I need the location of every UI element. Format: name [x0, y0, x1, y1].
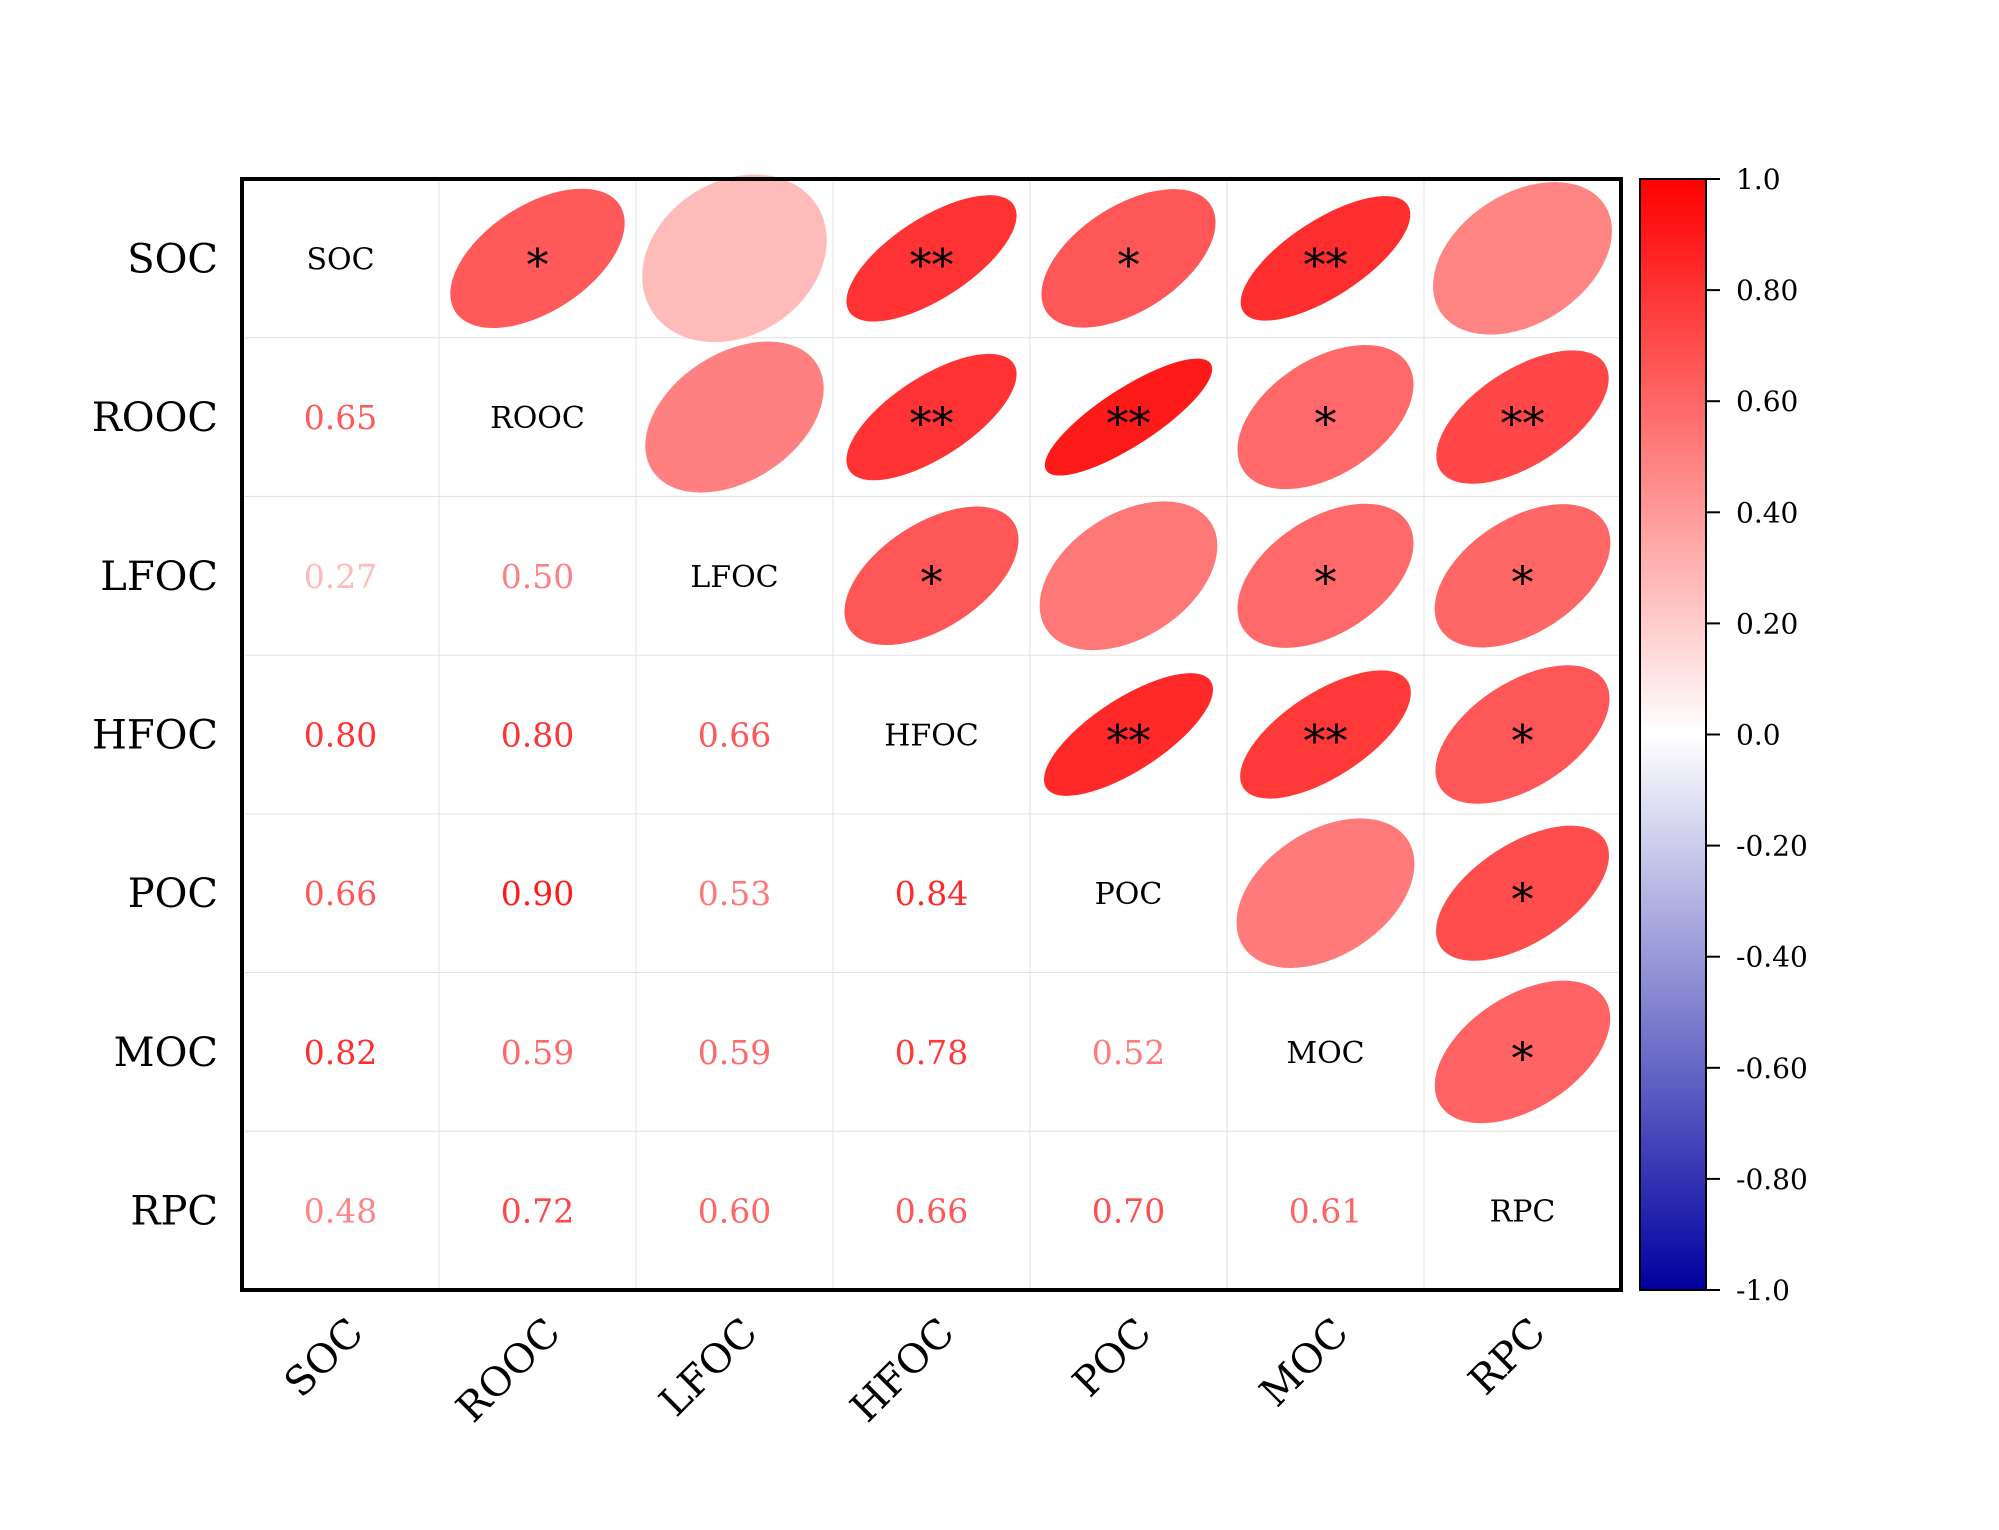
colorbar-tick-label: 0.40 [1736, 496, 1798, 529]
significance-marker: * [1118, 240, 1140, 291]
correlation-value: 0.72 [501, 1192, 574, 1231]
row-label: RPC [130, 1189, 218, 1235]
correlation-value: 0.78 [895, 1033, 968, 1072]
diagonal-label: MOC [1286, 1036, 1364, 1071]
correlation-ellipse [1237, 503, 1414, 648]
correlation-ellipse [846, 195, 1017, 322]
significance-marker: ** [1107, 399, 1151, 450]
correlation-ellipse [1240, 196, 1411, 321]
significance-marker: * [527, 240, 549, 291]
significance-marker: * [1315, 399, 1337, 450]
row-label: ROOC [92, 395, 218, 441]
diagonal-label: SOC [306, 242, 374, 277]
correlation-ellipse [844, 506, 1019, 646]
correlation-ellipse [1435, 665, 1610, 804]
colorbar-tick-label: -0.40 [1736, 941, 1808, 974]
colorbar-tick-label: 0.60 [1736, 385, 1798, 418]
colorbar-tick-label: -0.80 [1736, 1163, 1808, 1196]
correlation-value: 0.90 [501, 874, 574, 913]
significance-marker: ** [1304, 240, 1348, 291]
correlation-value: 0.27 [304, 557, 377, 596]
column-label: HFOC [842, 1310, 964, 1432]
colorbar-tick-label: 0.20 [1736, 607, 1798, 640]
row-label: HFOC [92, 713, 218, 759]
correlation-ellipse [1436, 350, 1609, 484]
diagonal-label: POC [1095, 877, 1163, 912]
colorbar [1639, 178, 1707, 1291]
column-label: POC [1064, 1310, 1160, 1406]
column-label: ROOC [448, 1310, 570, 1432]
correlation-value: 0.66 [895, 1192, 968, 1231]
correlation-value: 0.61 [1289, 1192, 1362, 1231]
significance-marker: * [1512, 1034, 1534, 1085]
correlation-ellipse [645, 341, 824, 493]
correlation-value: 0.59 [501, 1033, 574, 1072]
correlation-value: 0.65 [304, 398, 377, 437]
correlation-value: 0.80 [501, 716, 574, 755]
column-label: SOC [276, 1310, 373, 1407]
correlation-value: 0.80 [304, 716, 377, 755]
correlation-ellipse [450, 188, 625, 328]
correlation-ellipse [1236, 818, 1415, 969]
colorbar-tick-label: 1.0 [1736, 163, 1781, 196]
correlation-value: 0.70 [1092, 1192, 1165, 1231]
correlation-ellipse [1237, 345, 1414, 490]
significance-marker: * [1512, 558, 1534, 609]
significance-marker: * [1315, 558, 1337, 609]
significance-marker: ** [1107, 717, 1151, 768]
significance-marker: ** [910, 399, 954, 450]
correlation-value: 0.82 [304, 1033, 377, 1072]
colorbar-tick-label: 0.0 [1736, 719, 1781, 752]
significance-marker: * [1512, 717, 1534, 768]
row-label: SOC [127, 236, 218, 282]
correlation-ellipse [1240, 670, 1411, 799]
colorbar-tick-label: 0.80 [1736, 274, 1798, 307]
plot-frame [240, 177, 1623, 1292]
correlation-ellipse [1434, 504, 1611, 648]
column-label: MOC [1251, 1310, 1357, 1416]
diagonal-label: ROOC [490, 401, 585, 436]
correlation-value: 0.60 [698, 1192, 771, 1231]
correlation-value: 0.52 [1092, 1033, 1165, 1072]
correlation-ellipse [846, 353, 1017, 481]
significance-marker: * [1512, 875, 1534, 926]
row-label: MOC [114, 1030, 218, 1076]
colorbar-tick-label: -0.20 [1736, 830, 1808, 863]
correlation-ellipse [1434, 980, 1611, 1124]
correlation-value: 0.84 [895, 874, 968, 913]
significance-marker: ** [1304, 717, 1348, 768]
correlation-ellipse [1041, 189, 1216, 328]
row-label: LFOC [100, 554, 218, 600]
significance-marker: * [921, 558, 943, 609]
row-label: POC [128, 871, 218, 917]
correlation-value: 0.66 [698, 716, 771, 755]
correlation-value: 0.53 [698, 874, 771, 913]
correlation-value: 0.66 [304, 874, 377, 913]
correlation-ellipse [1039, 501, 1218, 651]
correlation-value: 0.59 [698, 1033, 771, 1072]
correlation-value: 0.48 [304, 1192, 377, 1231]
diagonal-label: HFOC [884, 719, 979, 754]
correlation-ellipse [1433, 182, 1612, 335]
correlation-ellipse [642, 174, 827, 343]
correlation-value: 0.50 [501, 557, 574, 596]
significance-marker: ** [910, 240, 954, 291]
column-label: RPC [1460, 1310, 1554, 1404]
column-label: LFOC [651, 1310, 767, 1426]
correlation-ellipse [1436, 825, 1609, 961]
colorbar-tick-label: -1.0 [1736, 1274, 1790, 1307]
colorbar-tick-label: -0.60 [1736, 1052, 1808, 1085]
significance-marker: ** [1501, 399, 1545, 450]
correlation-ellipse [1043, 673, 1214, 796]
diagonal-label: RPC [1490, 1195, 1556, 1230]
correlation-ellipse [1044, 358, 1213, 476]
diagonal-label: LFOC [690, 560, 778, 595]
